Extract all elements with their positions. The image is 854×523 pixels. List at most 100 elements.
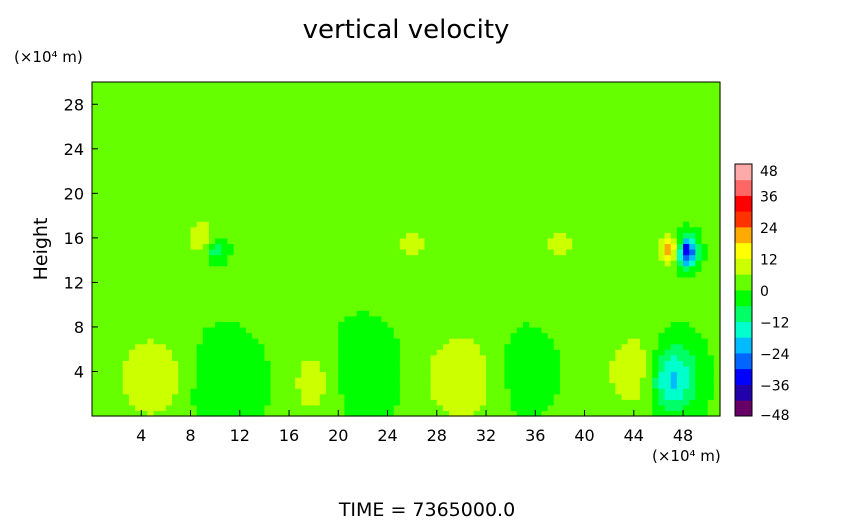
field-cell — [104, 287, 112, 295]
field-cell — [522, 260, 530, 267]
field-cell — [541, 198, 549, 206]
field-cell — [449, 343, 456, 350]
field-cell — [301, 126, 309, 133]
field-cell — [566, 338, 573, 345]
field-cell — [362, 120, 370, 128]
field-cell — [572, 87, 579, 94]
field-cell — [184, 93, 192, 100]
field-cell — [578, 132, 586, 139]
field-cell — [375, 321, 382, 328]
field-cell — [584, 182, 592, 189]
field-cell — [362, 104, 370, 111]
field-cell — [350, 304, 358, 311]
field-cell — [449, 187, 456, 194]
field-cell — [492, 198, 499, 206]
field-cell — [98, 221, 105, 228]
field-cell — [190, 210, 198, 217]
field-cell — [369, 360, 376, 367]
field-cell — [116, 388, 124, 395]
field-cell — [190, 399, 198, 406]
field-cell — [178, 87, 185, 94]
field-cell — [553, 404, 561, 412]
field-cell — [356, 371, 364, 378]
field-cell — [522, 176, 530, 183]
field-cell — [301, 321, 309, 328]
field-cell — [387, 343, 395, 350]
field-cell — [153, 87, 161, 94]
field-cell — [387, 354, 395, 361]
field-cell — [215, 204, 222, 211]
field-cell — [116, 287, 124, 295]
field-cell — [381, 349, 389, 356]
field-cell — [559, 210, 567, 217]
field-cell — [202, 198, 210, 206]
field-cell — [258, 332, 265, 339]
field-cell — [529, 98, 536, 105]
field-cell — [350, 98, 358, 105]
field-cell — [553, 315, 561, 322]
field-cell — [375, 360, 382, 367]
field-cell — [190, 393, 198, 400]
field-cell — [393, 354, 401, 361]
field-cell — [356, 143, 364, 150]
field-cell — [252, 321, 259, 328]
field-cell — [196, 354, 204, 361]
field-cell — [325, 293, 333, 300]
field-cell — [282, 232, 290, 239]
field-cell — [430, 115, 438, 122]
field-cell — [498, 243, 506, 250]
field-cell — [584, 349, 592, 356]
field-cell — [424, 82, 432, 89]
field-cell — [356, 182, 364, 189]
field-cell — [442, 388, 450, 395]
field-cell — [479, 148, 487, 155]
field-cell — [313, 360, 321, 367]
field-cell — [369, 354, 376, 361]
field-cell — [282, 254, 290, 261]
field-cell — [566, 360, 573, 367]
field-cell — [590, 360, 598, 367]
field-cell — [190, 310, 198, 317]
field-cell — [270, 193, 278, 200]
field-cell — [233, 204, 241, 211]
field-cell — [92, 249, 99, 256]
field-cell — [208, 377, 216, 384]
field-cell — [381, 260, 389, 267]
field-cell — [92, 293, 99, 300]
field-cell — [596, 93, 604, 100]
field-cell — [387, 171, 395, 178]
field-cell — [141, 365, 149, 373]
field-cell — [221, 232, 229, 239]
field-cell — [559, 282, 567, 289]
field-cell — [596, 115, 604, 122]
field-cell — [264, 176, 272, 183]
field-cell — [104, 132, 112, 139]
field-cell — [245, 182, 253, 189]
field-cell — [227, 132, 235, 139]
field-cell — [584, 249, 592, 256]
field-cell — [559, 87, 567, 94]
field-cell — [172, 171, 179, 178]
field-cell — [196, 120, 204, 128]
field-cell — [178, 193, 185, 200]
field-cell — [578, 137, 586, 144]
field-cell — [461, 377, 469, 384]
field-cell — [584, 115, 592, 122]
field-cell — [424, 287, 432, 295]
field-cell — [572, 159, 579, 167]
field-cell — [116, 159, 124, 167]
field-cell — [424, 148, 432, 155]
field-cell — [104, 304, 112, 311]
field-cell — [104, 137, 112, 144]
field-cell — [135, 115, 142, 122]
field-cell — [356, 210, 364, 217]
field-cell — [553, 388, 561, 395]
field-cell — [190, 237, 198, 245]
field-cell — [172, 343, 179, 350]
field-cell — [110, 120, 118, 128]
field-cell — [110, 249, 118, 256]
field-cell — [572, 221, 579, 228]
field-cell — [165, 365, 173, 373]
field-cell — [399, 315, 407, 322]
